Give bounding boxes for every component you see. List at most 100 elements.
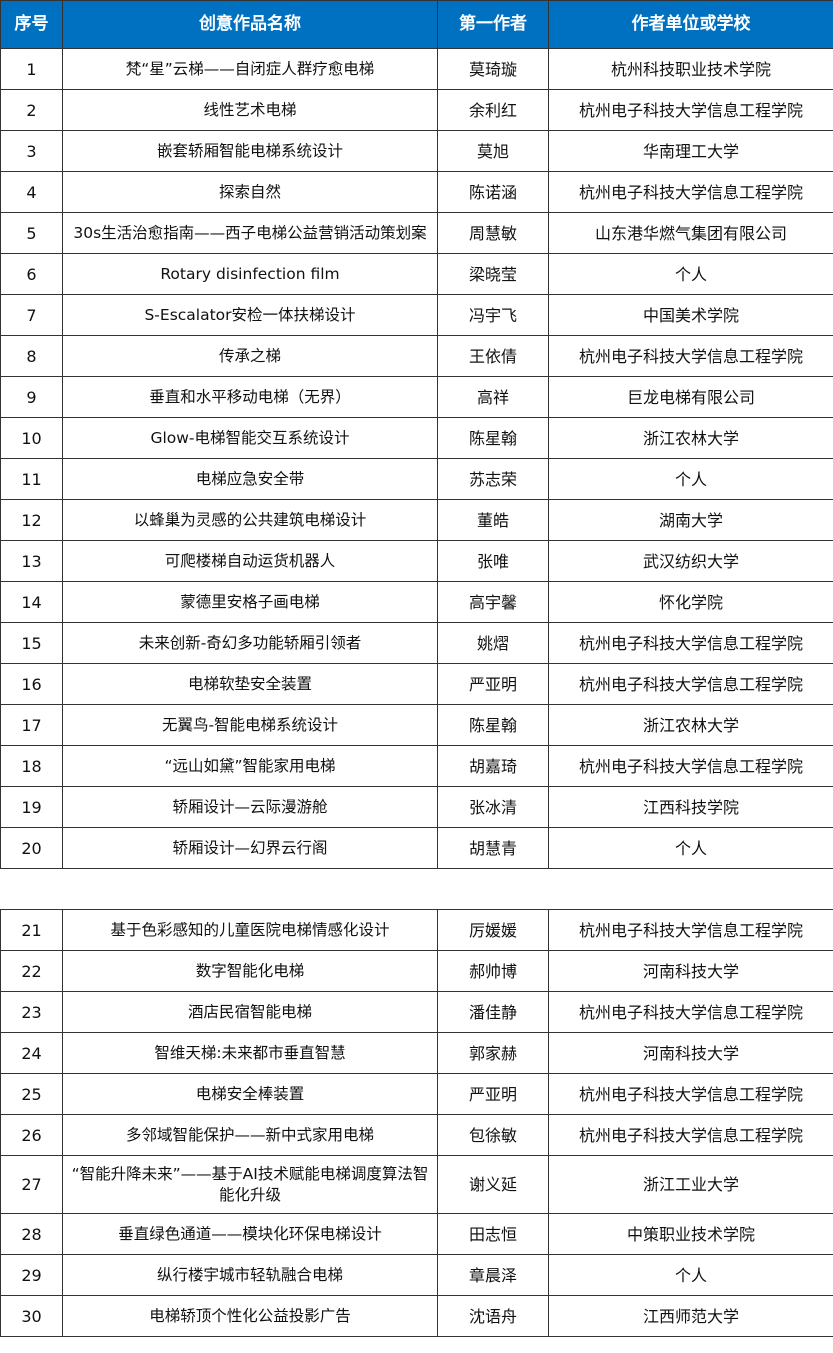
cell-index: 18 <box>0 745 63 787</box>
cell-affiliation: 浙江工业大学 <box>548 1155 833 1214</box>
cell-title: 可爬楼梯自动运货机器人 <box>62 540 438 582</box>
cell-index: 7 <box>0 294 63 336</box>
cell-affiliation: 浙江农林大学 <box>548 417 833 459</box>
cell-title: 线性艺术电梯 <box>62 89 438 131</box>
cell-title: 30s生活治愈指南——西子电梯公益营销活动策划案 <box>62 212 438 254</box>
cell-affiliation: 河南科技大学 <box>548 950 833 992</box>
cell-title: 垂直和水平移动电梯（无界） <box>62 376 438 418</box>
cell-author: 张唯 <box>437 540 549 582</box>
cell-index: 30 <box>0 1295 63 1337</box>
cell-title: 轿厢设计—云际漫游舱 <box>62 786 438 828</box>
cell-author: 严亚明 <box>437 1073 549 1115</box>
cell-title: 垂直绿色通道——模块化环保电梯设计 <box>62 1213 438 1255</box>
cell-index: 9 <box>0 376 63 418</box>
cell-title: 电梯应急安全带 <box>62 458 438 500</box>
cell-author: 郭家赫 <box>437 1032 549 1074</box>
cell-title: 未来创新-奇幻多功能轿厢引领者 <box>62 622 438 664</box>
table-row: 15 未来创新-奇幻多功能轿厢引领者 姚熠 杭州电子科技大学信息工程学院 <box>0 622 833 664</box>
cell-index: 5 <box>0 212 63 254</box>
cell-author: 高宇馨 <box>437 581 549 623</box>
cell-title: 以蜂巢为灵感的公共建筑电梯设计 <box>62 499 438 541</box>
cell-index: 27 <box>0 1155 63 1214</box>
cell-author: 胡慧青 <box>437 827 549 869</box>
cell-title: 嵌套轿厢智能电梯系统设计 <box>62 130 438 172</box>
header-affiliation: 作者单位或学校 <box>548 0 833 49</box>
table-row: 25 电梯安全棒装置 严亚明 杭州电子科技大学信息工程学院 <box>0 1073 833 1115</box>
cell-index: 25 <box>0 1073 63 1115</box>
cell-affiliation: 个人 <box>548 827 833 869</box>
cell-index: 14 <box>0 581 63 623</box>
cell-author: 周慧敏 <box>437 212 549 254</box>
table-row: 30 电梯轿顶个性化公益投影广告 沈语舟 江西师范大学 <box>0 1295 833 1337</box>
table-row: 9 垂直和水平移动电梯（无界） 高祥 巨龙电梯有限公司 <box>0 376 833 418</box>
cell-author: 陈诺涵 <box>437 171 549 213</box>
cell-title: 智维天梯:未来都市垂直智慧 <box>62 1032 438 1074</box>
cell-affiliation: 杭州电子科技大学信息工程学院 <box>548 89 833 131</box>
cell-title: 蒙德里安格子画电梯 <box>62 581 438 623</box>
cell-title: 数字智能化电梯 <box>62 950 438 992</box>
cell-author: 王依倩 <box>437 335 549 377</box>
table-row: 23 酒店民宿智能电梯 潘佳静 杭州电子科技大学信息工程学院 <box>0 991 833 1033</box>
cell-affiliation: 个人 <box>548 1254 833 1296</box>
cell-author: 莫旭 <box>437 130 549 172</box>
cell-affiliation: 杭州科技职业技术学院 <box>548 48 833 90</box>
cell-affiliation: 华南理工大学 <box>548 130 833 172</box>
table-row: 6 Rotary disinfection film 梁晓莹 个人 <box>0 253 833 295</box>
cell-title: Glow-电梯智能交互系统设计 <box>62 417 438 459</box>
table-row: 14 蒙德里安格子画电梯 高宇馨 怀化学院 <box>0 581 833 623</box>
cell-index: 26 <box>0 1114 63 1156</box>
cell-title: 梵“星”云梯——自闭症人群疗愈电梯 <box>62 48 438 90</box>
cell-index: 15 <box>0 622 63 664</box>
cell-title: 无翼鸟-智能电梯系统设计 <box>62 704 438 746</box>
cell-index: 12 <box>0 499 63 541</box>
cell-affiliation: 中策职业技术学院 <box>548 1213 833 1255</box>
cell-affiliation: 浙江农林大学 <box>548 704 833 746</box>
cell-title: 探索自然 <box>62 171 438 213</box>
cell-affiliation: 杭州电子科技大学信息工程学院 <box>548 1114 833 1156</box>
cell-author: 陈星翰 <box>437 704 549 746</box>
cell-affiliation: 杭州电子科技大学信息工程学院 <box>548 745 833 787</box>
cell-title: 电梯安全棒装置 <box>62 1073 438 1115</box>
cell-index: 3 <box>0 130 63 172</box>
cell-title: 纵行楼宇城市轻轨融合电梯 <box>62 1254 438 1296</box>
table-row: 4 探索自然 陈诺涵 杭州电子科技大学信息工程学院 <box>0 171 833 213</box>
cell-author: 严亚明 <box>437 663 549 705</box>
cell-affiliation: 江西科技学院 <box>548 786 833 828</box>
table-row: 17 无翼鸟-智能电梯系统设计 陈星翰 浙江农林大学 <box>0 704 833 746</box>
cell-index: 13 <box>0 540 63 582</box>
table-row: 2 线性艺术电梯 余利红 杭州电子科技大学信息工程学院 <box>0 89 833 131</box>
table-row: 10 Glow-电梯智能交互系统设计 陈星翰 浙江农林大学 <box>0 417 833 459</box>
cell-index: 4 <box>0 171 63 213</box>
cell-author: 谢义延 <box>437 1155 549 1214</box>
cell-index: 11 <box>0 458 63 500</box>
cell-author: 沈语舟 <box>437 1295 549 1337</box>
table-row: 26 多邻域智能保护——新中式家用电梯 包徐敏 杭州电子科技大学信息工程学院 <box>0 1114 833 1156</box>
cell-index: 8 <box>0 335 63 377</box>
cell-affiliation: 杭州电子科技大学信息工程学院 <box>548 663 833 705</box>
cell-affiliation: 怀化学院 <box>548 581 833 623</box>
header-title: 创意作品名称 <box>62 0 438 49</box>
table-row: 7 S-Escalator安检一体扶梯设计 冯宇飞 中国美术学院 <box>0 294 833 336</box>
table-row: 8 传承之梯 王依倩 杭州电子科技大学信息工程学院 <box>0 335 833 377</box>
cell-author: 姚熠 <box>437 622 549 664</box>
cell-index: 16 <box>0 663 63 705</box>
cell-author: 陈星翰 <box>437 417 549 459</box>
cell-author: 苏志荣 <box>437 458 549 500</box>
cell-title: 基于色彩感知的儿童医院电梯情感化设计 <box>62 909 438 951</box>
cell-author: 田志恒 <box>437 1213 549 1255</box>
header-index: 序号 <box>0 0 63 49</box>
cell-index: 22 <box>0 950 63 992</box>
table-row: 18 “远山如黛”智能家用电梯 胡嘉琦 杭州电子科技大学信息工程学院 <box>0 745 833 787</box>
cell-index: 6 <box>0 253 63 295</box>
table-row: 27 “智能升降未来”——基于AI技术赋能电梯调度算法智能化升级 谢义延 浙江工业大学 <box>0 1155 833 1214</box>
cell-affiliation: 江西师范大学 <box>548 1295 833 1337</box>
cell-author: 章晨泽 <box>437 1254 549 1296</box>
cell-title: 传承之梯 <box>62 335 438 377</box>
table-row: 1 梵“星”云梯——自闭症人群疗愈电梯 莫琦璇 杭州科技职业技术学院 <box>0 48 833 90</box>
table-row: 12 以蜂巢为灵感的公共建筑电梯设计 董皓 湖南大学 <box>0 499 833 541</box>
cell-affiliation: 杭州电子科技大学信息工程学院 <box>548 171 833 213</box>
cell-index: 2 <box>0 89 63 131</box>
table-row: 29 纵行楼宇城市轻轨融合电梯 章晨泽 个人 <box>0 1254 833 1296</box>
header-author: 第一作者 <box>437 0 549 49</box>
